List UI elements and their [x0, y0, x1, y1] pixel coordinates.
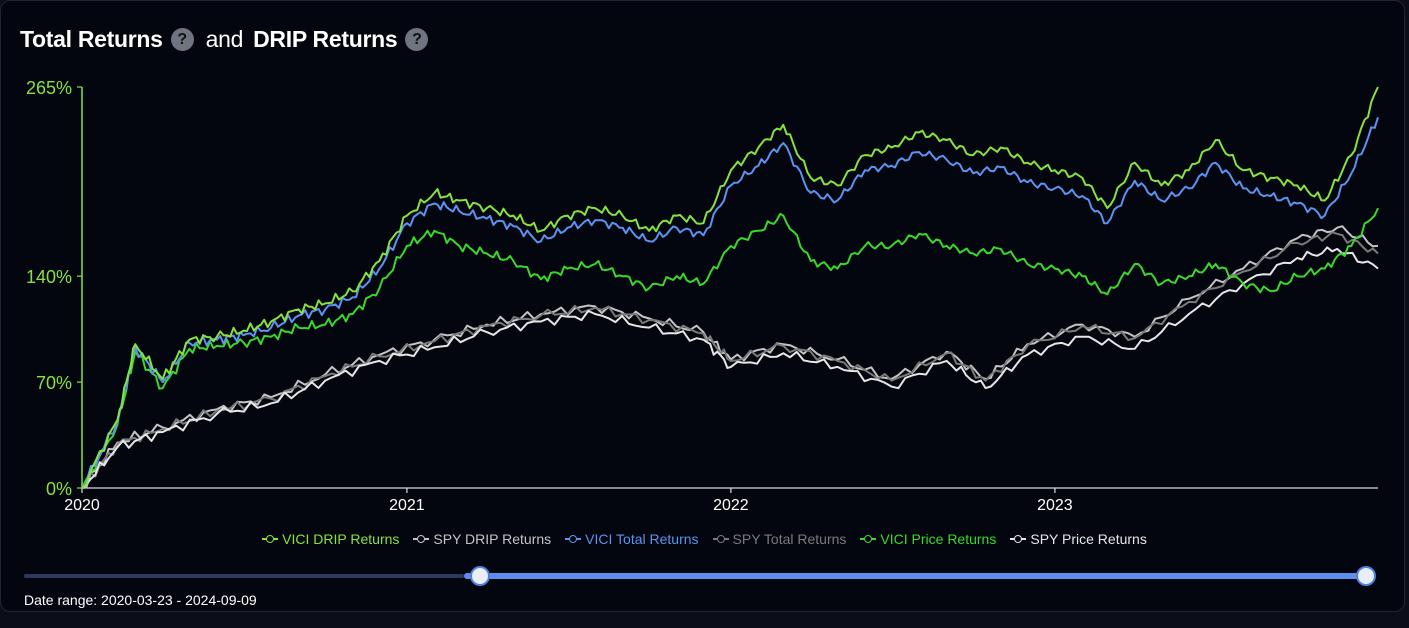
title-total-returns: Total Returns: [20, 26, 163, 52]
legend-label: SPY Total Returns: [732, 531, 847, 547]
date-range-label: Date range: 2020-03-23 - 2024-09-09: [24, 592, 257, 608]
y-tick-label: 0%: [46, 479, 72, 499]
series-line-spy-drip-returns: [81, 225, 1379, 489]
x-tick-label: 2020: [64, 497, 100, 514]
y-tick-label: 140%: [26, 267, 72, 287]
series-line-spy-price-returns: [81, 246, 1379, 489]
title-drip-returns: DRIP Returns: [253, 26, 398, 52]
legend-swatch-icon: [712, 534, 729, 544]
y-tick-label: 70%: [36, 373, 72, 393]
date-range-track-inactive[interactable]: [24, 574, 464, 578]
date-range-track-active[interactable]: [464, 573, 1366, 579]
legend-item-spy-price-returns[interactable]: SPY Price Returns: [1010, 531, 1147, 547]
date-range-start-handle[interactable]: [470, 566, 491, 586]
series-line-vici-price-returns: [81, 207, 1379, 489]
legend-item-vici-total-returns[interactable]: VICI Total Returns: [565, 531, 699, 547]
legend-item-vici-drip-returns[interactable]: VICI DRIP Returns: [262, 531, 399, 547]
y-tick-label: 265%: [26, 78, 72, 98]
legend-label: VICI Price Returns: [880, 531, 997, 547]
legend-item-spy-drip-returns[interactable]: SPY DRIP Returns: [413, 531, 551, 547]
series-line-vici-total-returns: [81, 117, 1379, 489]
legend-swatch-icon: [860, 534, 877, 544]
chart-panel: [0, 0, 1405, 612]
legend-label: SPY DRIP Returns: [433, 531, 552, 547]
title-and: and: [205, 26, 244, 52]
x-tick-label: 2023: [1037, 497, 1073, 514]
legend-swatch-icon: [565, 534, 582, 544]
chart-title: Total Returns ? and DRIP Returns ?: [20, 26, 429, 53]
legend-label: VICI DRIP Returns: [282, 531, 400, 547]
x-tick-label: 2022: [713, 497, 749, 514]
series-line-vici-drip-returns: [81, 86, 1379, 489]
legend-swatch-icon: [262, 534, 279, 544]
chart-legend: VICI DRIP Returns SPY DRIP Returns VICI To…: [0, 531, 1409, 547]
legend-swatch-icon: [1010, 534, 1027, 544]
series-line-spy-total-returns: [81, 231, 1379, 489]
legend-label: VICI Total Returns: [585, 531, 699, 547]
date-range-end-handle[interactable]: [1356, 566, 1376, 586]
x-tick-label: 2021: [389, 497, 425, 514]
help-icon-drip[interactable]: ?: [405, 28, 429, 51]
legend-label: SPY Price Returns: [1030, 531, 1147, 547]
legend-item-spy-total-returns[interactable]: SPY Total Returns: [712, 531, 847, 547]
legend-swatch-icon: [413, 534, 430, 544]
legend-item-vici-price-returns[interactable]: VICI Price Returns: [860, 531, 996, 547]
help-icon-total[interactable]: ?: [170, 28, 194, 51]
